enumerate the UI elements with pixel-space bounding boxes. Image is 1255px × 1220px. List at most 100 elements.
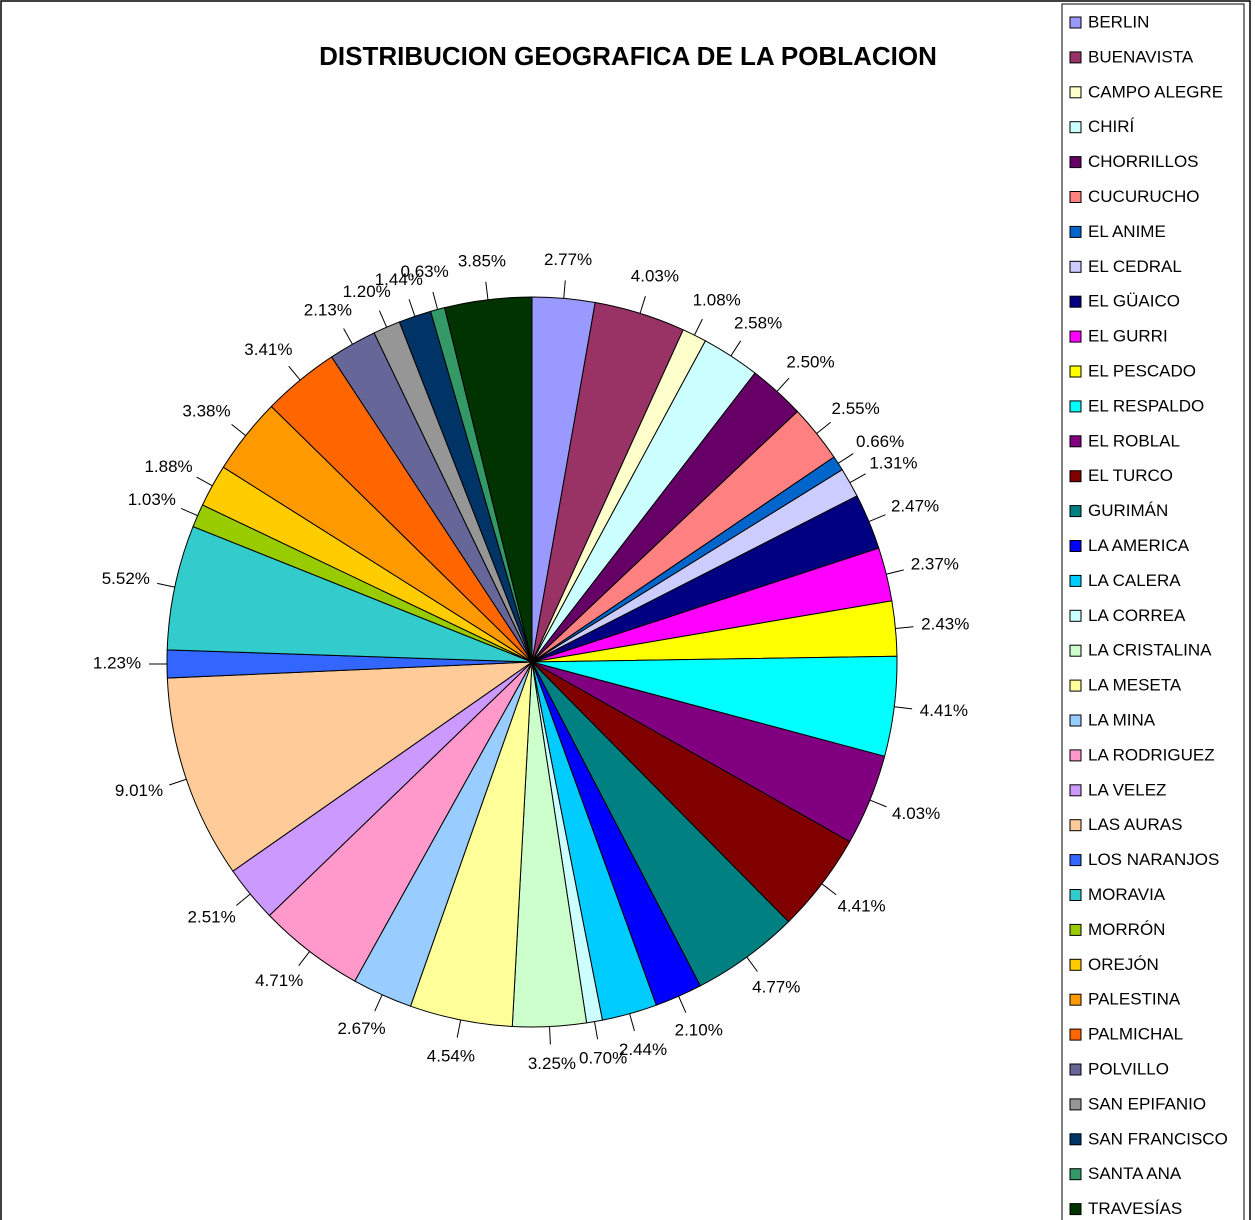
data-label: 2.50%: [786, 353, 834, 372]
legend-swatch: [1069, 1203, 1082, 1216]
leader-line: [343, 328, 353, 345]
legend-label: CUCURUCHO: [1088, 187, 1199, 206]
data-label: 4.54%: [427, 1047, 475, 1066]
legend-box: [1061, 3, 1245, 1220]
legend-label: LA VELEZ: [1088, 780, 1166, 799]
legend-label: EL TURCO: [1088, 466, 1173, 485]
data-label: 2.58%: [734, 314, 782, 333]
data-label: 0.70%: [579, 1049, 627, 1068]
data-label: 2.47%: [891, 496, 939, 515]
leader-line: [868, 514, 886, 523]
leader-line: [157, 582, 175, 588]
legend-label: LA AMERICA: [1088, 536, 1190, 555]
data-label: 2.55%: [832, 399, 880, 418]
legend-swatch: [1069, 993, 1082, 1006]
data-label: 4.41%: [920, 701, 968, 720]
legend-swatch: [1069, 540, 1082, 552]
legend-swatch: [1069, 470, 1082, 483]
legend-label: LOS NARANJOS: [1088, 850, 1219, 869]
legend-label: GURIMÁN: [1088, 501, 1168, 520]
leader-line: [298, 951, 311, 967]
leader-line: [169, 778, 187, 786]
legend-swatch: [1069, 156, 1082, 169]
legend-label: PALESTINA: [1088, 990, 1181, 1009]
chart-title: DISTRIBUCION GEOGRAFICA DE LA POBLACION: [319, 41, 937, 71]
legend-label: MORAVIA: [1088, 885, 1166, 904]
legend-label: CHIRÍ: [1088, 117, 1135, 136]
leader-line: [639, 296, 646, 314]
legend-label: LA RODRIGUEZ: [1088, 745, 1215, 764]
leader-line: [693, 318, 703, 336]
legend-label: SAN FRANCISCO: [1088, 1129, 1228, 1148]
legend-swatch: [1069, 1098, 1082, 1111]
legend-label: CAMPO ALEGRE: [1088, 82, 1223, 101]
legend-swatch: [1069, 574, 1082, 587]
leader-line: [678, 996, 687, 1013]
data-label: 0.63%: [401, 262, 449, 281]
leader-line: [456, 1019, 462, 1038]
data-label: 1.31%: [869, 453, 917, 472]
leader-line: [288, 365, 301, 381]
legend-label: LAS AURAS: [1088, 815, 1183, 834]
leader-line: [837, 453, 854, 464]
legend-label: EL ROBLAL: [1088, 431, 1180, 450]
legend-label: TRAVESÍAS: [1088, 1199, 1182, 1218]
leader-line: [180, 508, 198, 517]
data-label: 2.10%: [675, 1021, 723, 1040]
legend-swatch: [1069, 330, 1082, 343]
legend-label: EL GÜAICO: [1088, 292, 1180, 311]
legend-label: LA CORREA: [1088, 606, 1186, 625]
legend-label: LA MINA: [1088, 710, 1156, 729]
data-label: 3.41%: [244, 340, 292, 359]
legend-swatch: [1069, 889, 1082, 901]
leader-line: [485, 281, 489, 300]
leader-line: [563, 280, 566, 299]
legend-swatch: [1069, 16, 1082, 29]
legend-swatch: [1069, 819, 1082, 832]
legend-swatch: [1069, 295, 1082, 308]
legend-swatch: [1069, 505, 1082, 518]
legend-label: BUENAVISTA: [1088, 47, 1194, 66]
legend-label: BERLIN: [1088, 12, 1149, 31]
leader-line: [594, 1021, 599, 1040]
legend-label: EL PESCADO: [1088, 361, 1196, 380]
leader-line: [231, 424, 247, 436]
leader-line: [432, 291, 439, 310]
legend-swatch: [1069, 1168, 1082, 1181]
leader-line: [236, 893, 251, 906]
legend-swatch: [1069, 1133, 1082, 1146]
legend-label: MORRÓN: [1088, 920, 1165, 939]
legend-swatch: [1069, 644, 1082, 657]
leader-line: [730, 340, 742, 357]
legend-label: CHORRILLOS: [1088, 152, 1199, 171]
data-label: 3.25%: [528, 1054, 576, 1073]
legend-label: POLVILLO: [1088, 1059, 1169, 1078]
data-label: 9.01%: [115, 781, 163, 800]
legend-label: OREJÓN: [1088, 955, 1159, 974]
leader-line: [894, 706, 913, 710]
leader-line: [378, 310, 388, 328]
leader-line: [549, 1026, 551, 1045]
legend-swatch: [1069, 679, 1082, 692]
legend-label: LA CALERA: [1088, 571, 1181, 590]
data-label: 1.44%: [375, 270, 423, 289]
legend-swatch: [1069, 958, 1082, 971]
data-label: 4.41%: [837, 896, 885, 915]
data-label: 1.03%: [128, 490, 176, 509]
legend-swatch: [1069, 191, 1082, 203]
legend-swatch: [1069, 1063, 1082, 1076]
data-label: 3.38%: [182, 401, 230, 420]
legend-label: EL ANIME: [1088, 222, 1166, 241]
data-label: 2.13%: [304, 301, 352, 320]
leader-line: [816, 421, 831, 434]
data-label: 1.23%: [93, 654, 141, 673]
legend-label: LA CRISTALINA: [1088, 641, 1212, 660]
legend-swatch: [1069, 609, 1082, 622]
leader-line: [408, 299, 416, 317]
leader-line: [776, 377, 790, 392]
data-label: 2.51%: [188, 908, 236, 927]
data-label: 1.08%: [693, 291, 741, 310]
legend-swatch: [1069, 784, 1082, 797]
leader-line: [746, 956, 758, 972]
